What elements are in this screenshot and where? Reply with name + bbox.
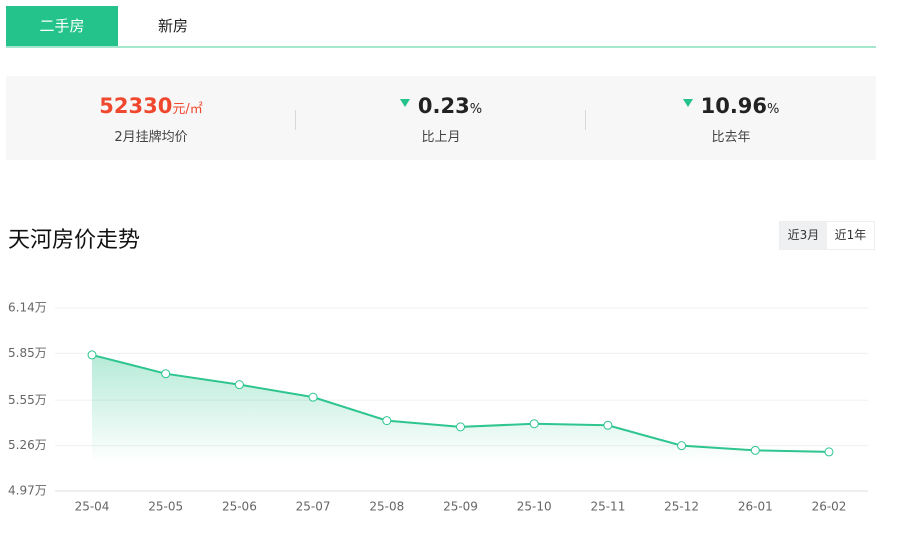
point xyxy=(529,419,539,429)
stat-number: 52330 xyxy=(99,94,173,118)
divider xyxy=(585,110,586,130)
x-tick-label: 25-11 xyxy=(590,500,625,514)
x-tick-label: 25-08 xyxy=(369,500,404,514)
chart-title: 天河房价走势 xyxy=(8,228,141,253)
x-tick-label: 26-02 xyxy=(812,500,847,514)
x-tick-label: 25-06 xyxy=(222,500,257,514)
x-tick-label: 25-04 xyxy=(75,500,110,514)
stat-value: 10.96% xyxy=(586,94,876,118)
point xyxy=(750,445,760,455)
stat: 10.96% 比去年 xyxy=(586,76,876,160)
stat-number: 10.96 xyxy=(700,94,768,118)
range-button[interactable]: 近3月 xyxy=(780,222,827,249)
y-tick-label: 4.97万 xyxy=(8,484,47,498)
stat-unit: 元/㎡ xyxy=(172,102,203,117)
x-tick-label: 25-10 xyxy=(517,500,552,514)
x-tick-label: 25-07 xyxy=(296,500,331,514)
stat-value: 52330元/㎡ xyxy=(6,94,296,118)
y-tick-label: 5.85万 xyxy=(8,346,47,360)
x-tick-label: 25-12 xyxy=(664,500,699,514)
stats-panel: 52330元/㎡ 2月挂牌均价 0.23% 比上月 10.96% 比去年 xyxy=(6,76,876,160)
stat-label: 比去年 xyxy=(711,130,751,145)
point xyxy=(603,420,613,430)
point xyxy=(234,380,244,390)
x-tick-label: 26-01 xyxy=(738,500,773,514)
stat-label: 比上月 xyxy=(421,130,461,145)
range-button[interactable]: 近1年 xyxy=(834,228,867,242)
down-arrow xyxy=(399,99,410,107)
y-tick-label: 5.26万 xyxy=(8,438,47,452)
tab[interactable]: 二手房 xyxy=(6,6,118,46)
area xyxy=(92,354,829,463)
range-toggle: 近3月 近1年 xyxy=(779,221,875,250)
point xyxy=(87,350,97,360)
down-arrow xyxy=(682,99,693,107)
divider xyxy=(295,110,296,130)
point xyxy=(824,447,834,457)
stat: 0.23% 比上月 xyxy=(296,76,586,160)
point xyxy=(677,441,687,451)
stat-unit: % xyxy=(469,102,483,117)
stat-unit: % xyxy=(767,102,780,117)
x-tick-label: 25-09 xyxy=(443,500,478,514)
stat-value: 0.23% xyxy=(296,94,586,118)
stat-label: 2月挂牌均价 xyxy=(114,130,188,145)
y-tick-label: 5.55万 xyxy=(8,393,47,407)
point xyxy=(308,392,318,402)
tab-bar: 二手房 新房 xyxy=(6,6,876,48)
stat: 52330元/㎡ 2月挂牌均价 xyxy=(6,76,296,160)
tab[interactable]: 新房 xyxy=(157,17,188,35)
point xyxy=(161,369,171,379)
stat-number: 0.23 xyxy=(417,94,470,118)
point xyxy=(382,416,392,426)
point xyxy=(456,422,465,432)
y-tick-label: 6.14万 xyxy=(8,301,47,315)
x-tick-label: 25-05 xyxy=(148,500,183,514)
